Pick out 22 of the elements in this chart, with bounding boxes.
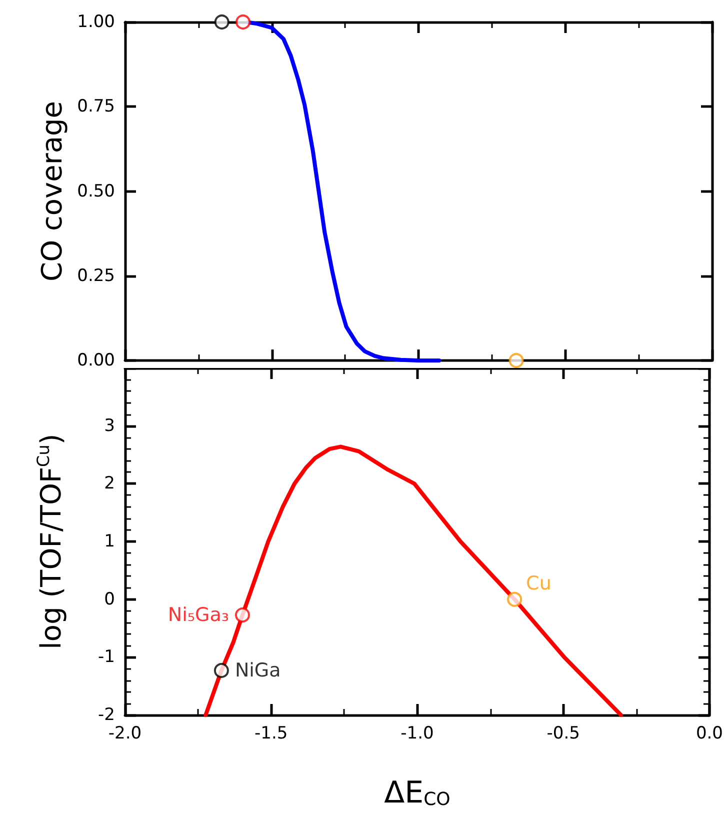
x-tick-label: -1.0 xyxy=(400,724,434,744)
y-axis-title: log (TOF/TOFCu) xyxy=(33,434,68,650)
y-tick-label: 2 xyxy=(104,474,115,494)
y-tick-label: -2 xyxy=(98,705,115,725)
y-tick-label: -1 xyxy=(98,647,115,668)
y-tick-label: 1 xyxy=(104,532,115,552)
y-tick-label: 0 xyxy=(104,589,115,610)
x-tick-label: -0.5 xyxy=(546,724,580,744)
series-label: Cu xyxy=(526,572,552,594)
y-tick-label: 0.00 xyxy=(77,350,115,370)
y-tick-label: 0.75 xyxy=(77,96,115,117)
x-tick-label: -1.5 xyxy=(254,724,288,744)
x-axis-title: ΔECO xyxy=(384,775,450,810)
y-tick-label: 0.25 xyxy=(77,266,115,286)
y-tick-label: 0.50 xyxy=(77,181,115,202)
y-tick-label: 1.00 xyxy=(77,12,115,32)
series-label: NiGa xyxy=(234,659,281,682)
y-axis-title: CO coverage xyxy=(36,101,69,282)
x-tick-label: -2.0 xyxy=(108,724,142,744)
series-label: Ni₅Ga₃ xyxy=(168,604,229,626)
x-tick-label: 0.0 xyxy=(696,724,724,744)
y-tick-label: 3 xyxy=(104,416,115,436)
